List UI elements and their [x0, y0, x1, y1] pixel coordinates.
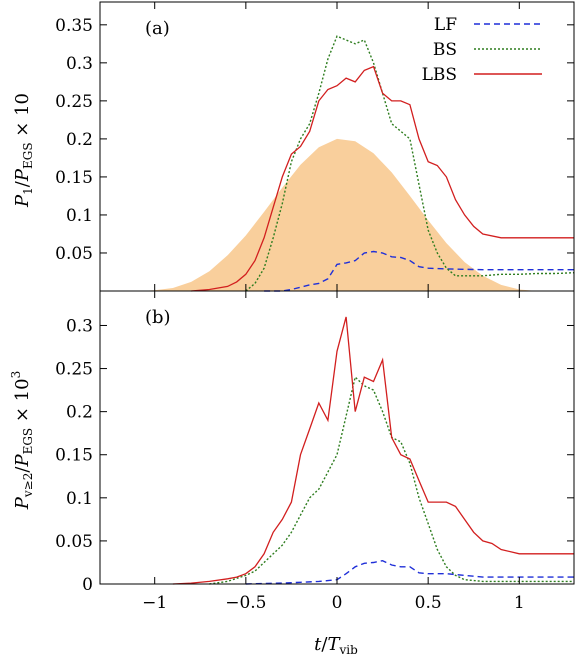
ylabel-a: P1/PEGS × 10	[12, 93, 35, 208]
legend-label-bs: BS	[433, 40, 457, 60]
y-tick-label: 0.1	[66, 489, 93, 509]
y-tick-label: 0.2	[66, 403, 93, 423]
pulse-envelope-area	[100, 138, 574, 291]
ylabel-b: Pv≥2/PEGS × 103	[9, 371, 35, 510]
y-tick-label: 0.25	[55, 360, 93, 380]
series-line-lbs	[191, 65, 574, 292]
y-tick-label: 0.25	[55, 92, 93, 112]
series-line-lf	[245, 559, 574, 585]
x-tick-label: 1	[514, 593, 525, 613]
x-tick-label: 0	[332, 593, 343, 613]
y-tick-label: 0.2	[66, 130, 93, 150]
x-tick-label: −0.5	[225, 593, 266, 613]
y-tick-label: 0.3	[66, 54, 93, 74]
xlabel: t/Tvib	[314, 634, 358, 657]
panel-a: 0.05 0.1 0.15 0.2 0.25 0.3 0.35 (a) LF BS LBS	[55, 1, 575, 292]
y-tick-label: 0.05	[55, 244, 93, 264]
y-tick-label: 0	[82, 575, 93, 595]
panel-b: 0 0.05 0.1 0.15 0.2 0.25 0.3 −1 −0.5 0 0.5 1 (b)	[55, 290, 575, 613]
series-line-bs	[209, 375, 574, 585]
y-tick-label: 0.3	[66, 316, 93, 336]
y-tick-label: 0.15	[55, 168, 93, 188]
plot-frame	[99, 290, 575, 585]
x-tick-label: 0.5	[415, 593, 442, 613]
legend-label-lf: LF	[434, 15, 457, 35]
series-line-bs	[245, 35, 575, 292]
y-tick-label: 0.1	[66, 206, 93, 226]
y-tick-label: 0.05	[55, 532, 93, 552]
series-line-lf	[264, 250, 574, 292]
legend-label-lbs: LBS	[422, 65, 457, 85]
x-tick-label: −1	[142, 593, 167, 613]
series-line-lbs	[172, 316, 574, 585]
panel-label: (b)	[145, 307, 171, 328]
panel-label: (a)	[145, 18, 170, 39]
y-tick-label: 0.35	[55, 16, 93, 36]
y-tick-label: 0.15	[55, 446, 93, 466]
